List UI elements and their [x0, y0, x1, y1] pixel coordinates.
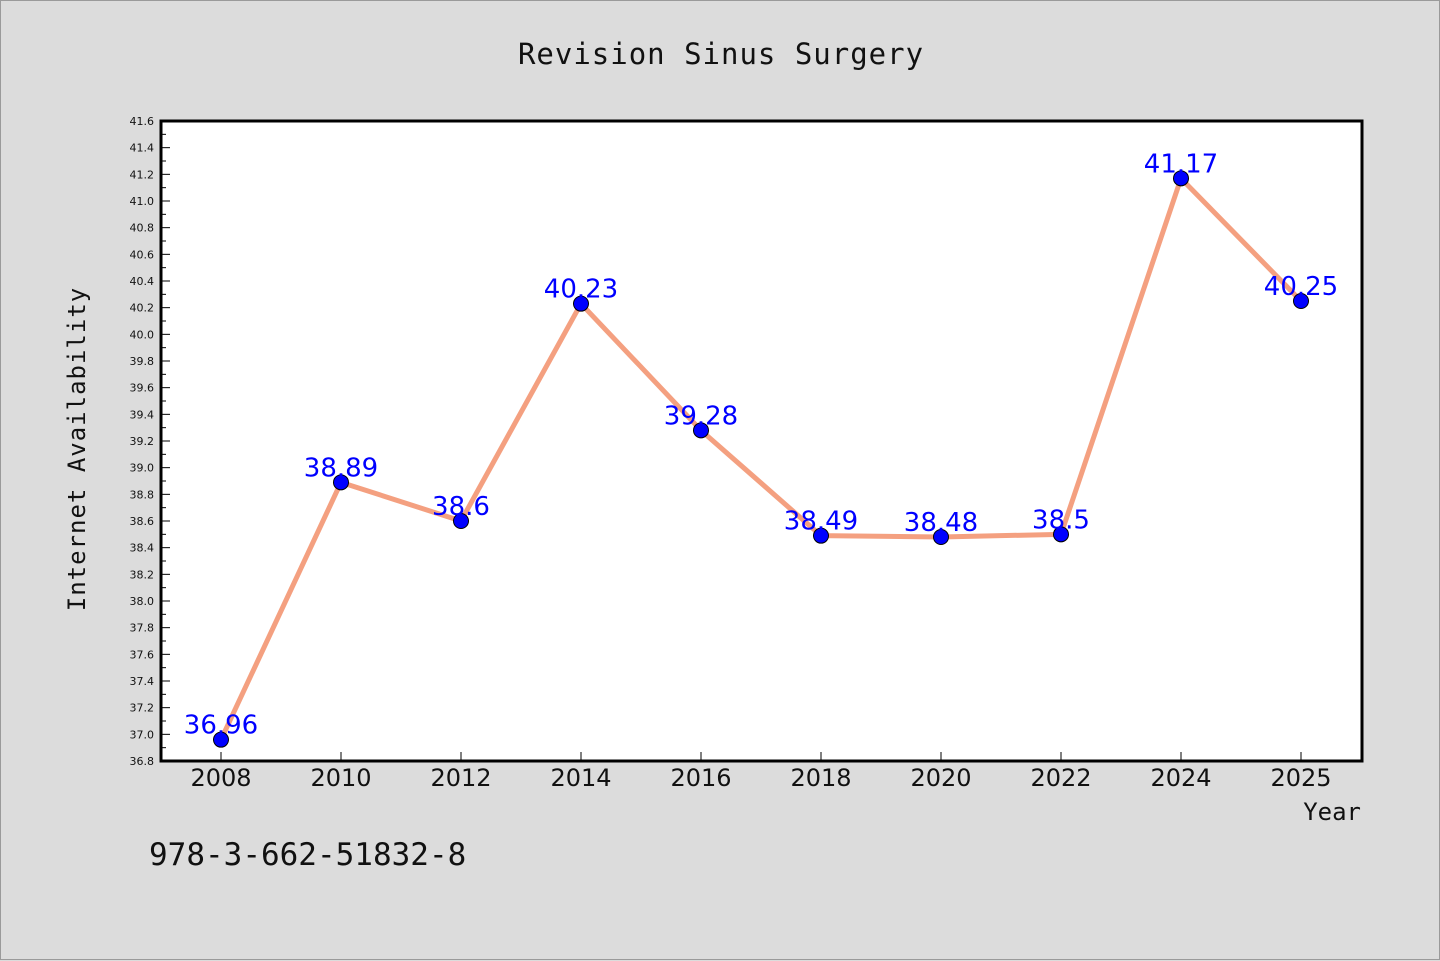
x-tick-label: 2018 — [790, 764, 851, 792]
data-label: 39.28 — [664, 401, 738, 431]
y-tick-label: 40.2 — [130, 302, 155, 315]
y-tick-label: 36.8 — [130, 755, 155, 768]
y-tick-label: 39.2 — [130, 435, 155, 448]
x-tick-label: 2024 — [1150, 764, 1211, 792]
series-polyline — [218, 175, 1304, 743]
data-label: 38.5 — [1032, 505, 1090, 535]
y-tick-label: 37.2 — [130, 702, 155, 715]
x-tick-label: 2010 — [310, 764, 371, 792]
y-tick-label: 40.0 — [130, 328, 155, 341]
footnote-isbn: 978-3-662-51832-8 — [149, 837, 466, 873]
data-label: 40.23 — [544, 275, 618, 305]
y-axis: 36.8 37.0 37.2 37.4 37.6 37.8 38.0 38.2 38.4 38.6… — [130, 115, 170, 768]
y-tick-label: 37.4 — [130, 675, 155, 688]
x-tick-label: 2014 — [550, 764, 611, 792]
data-point — [213, 731, 229, 748]
x-tick-label: 2008 — [190, 764, 251, 792]
data-label: 38.48 — [904, 508, 978, 538]
series-markers — [213, 170, 1309, 748]
x-axis: 2008 2010 2012 2014 2016 2018 2020 2022 2024 2025 — [190, 752, 1332, 792]
y-tick-label: 37.8 — [130, 622, 155, 635]
x-tick-label: 2025 — [1270, 764, 1331, 792]
x-tick-label: 2020 — [910, 764, 971, 792]
y-tick-label: 40.8 — [130, 222, 155, 235]
y-tick-label: 39.0 — [130, 462, 155, 475]
data-point — [453, 513, 469, 529]
y-tick-label: 39.8 — [130, 355, 155, 368]
y-tick-label: 41.6 — [130, 115, 155, 128]
data-point — [813, 527, 829, 544]
y-axis-label: Internet Availability — [63, 287, 91, 611]
data-point — [1173, 170, 1189, 187]
y-tick-label: 38.8 — [130, 488, 155, 501]
data-point — [933, 529, 949, 545]
chart-title: Revision Sinus Surgery — [518, 37, 924, 71]
data-label: 38.6 — [432, 492, 490, 522]
data-label: 38.89 — [304, 453, 378, 483]
series-line — [218, 175, 1304, 743]
data-point — [573, 295, 589, 312]
y-tick-label: 38.4 — [130, 542, 155, 555]
data-label: 38.49 — [784, 507, 858, 537]
y-tick-label: 37.6 — [130, 648, 155, 661]
data-label: 40.25 — [1264, 272, 1338, 302]
y-tick-label: 37.0 — [130, 728, 155, 741]
data-point — [333, 474, 349, 491]
y-tick-label: 38.2 — [130, 568, 155, 581]
y-tick-label: 41.4 — [130, 142, 155, 155]
data-label: 41.17 — [1144, 149, 1218, 179]
y-tick-label: 38.6 — [130, 515, 155, 528]
y-tick-label: 39.4 — [130, 408, 155, 421]
data-labels: 36.96 38.89 38.6 40.23 39.28 38.49 38.48 38.5 41… — [184, 149, 1338, 740]
y-tick-label: 38.0 — [130, 595, 155, 608]
y-tick-label: 40.6 — [130, 248, 155, 261]
y-tick-label: 39.6 — [130, 382, 155, 395]
y-tick-label: 41.2 — [130, 168, 155, 181]
data-label: 36.96 — [184, 711, 258, 741]
x-tick-label: 2022 — [1030, 764, 1091, 792]
x-tick-label: 2016 — [670, 764, 731, 792]
data-point — [1053, 526, 1069, 543]
y-tick-label: 40.4 — [130, 275, 155, 288]
plot-area — [159, 119, 1364, 763]
x-tick-label: 2012 — [430, 764, 491, 792]
y-tick-label: 41.0 — [130, 195, 155, 208]
data-point — [693, 422, 709, 439]
data-point — [1293, 293, 1309, 309]
x-axis-label: Year — [1303, 798, 1361, 826]
